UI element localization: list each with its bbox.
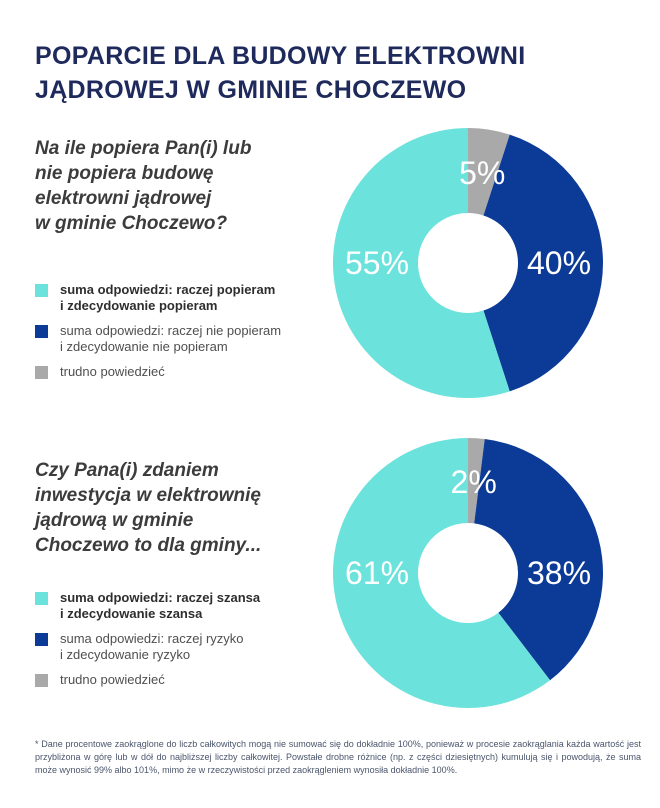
- swatch-gray: [35, 366, 48, 379]
- legend-label: trudno powiedzieć: [60, 364, 165, 379]
- swatch-turquoise: [35, 284, 48, 297]
- legend-label: suma odpowiedzi: raczej szansa i zdecydo…: [60, 590, 261, 621]
- question-1: Na ile popiera Pan(i) lub nie popiera bu…: [35, 138, 252, 234]
- donut-slice: [468, 128, 510, 216]
- legend-item-oppose: suma odpowiedzi: raczej nie popieram i z…: [35, 323, 325, 355]
- legend-item-risk: suma odpowiedzi: raczej ryzyko i zdecydo…: [35, 631, 325, 663]
- donut-chart-support: 55% 40% 5%: [333, 128, 603, 398]
- legend-item-support: suma odpowiedzi: raczej popieram i zdecy…: [35, 282, 325, 314]
- legend-item-dont-know: trudno powiedzieć: [35, 672, 325, 688]
- legend-label: suma odpowiedzi: raczej nie popieram i z…: [60, 323, 282, 354]
- donut-slice: [468, 438, 485, 524]
- swatch-navy: [35, 633, 48, 646]
- slice-percent-label: 5%: [459, 155, 505, 191]
- slice-percent-label: 61%: [345, 555, 409, 591]
- slice-percent-label: 55%: [345, 245, 409, 281]
- swatch-navy: [35, 325, 48, 338]
- swatch-gray: [35, 674, 48, 687]
- legend-label: suma odpowiedzi: raczej popieram i zdecy…: [60, 282, 276, 313]
- legend-item-dont-know: trudno powiedzieć: [35, 364, 325, 380]
- donut-slice: [474, 439, 603, 681]
- donut-slice: [333, 128, 510, 398]
- donut-slice: [332, 438, 551, 708]
- question-2: Czy Pana(i) zdaniem inwestycja w elektro…: [35, 460, 262, 556]
- footnote: * Dane procentowe zaokrąglone do liczb c…: [35, 739, 641, 775]
- slice-percent-label: 40%: [527, 245, 591, 281]
- page-title: POPARCIE DLA BUDOWY ELEKTROWNI JĄDROWEJ …: [35, 41, 526, 104]
- legend-1: suma odpowiedzi: raczej popieram i zdecy…: [35, 282, 325, 389]
- legend-item-chance: suma odpowiedzi: raczej szansa i zdecydo…: [35, 590, 325, 622]
- slice-percent-label: 38%: [527, 555, 591, 591]
- donut-chart-investment: 61% 38% 2%: [332, 438, 603, 708]
- swatch-turquoise: [35, 592, 48, 605]
- donut-slice: [483, 134, 603, 392]
- legend-label: trudno powiedzieć: [60, 672, 165, 687]
- legend-label: suma odpowiedzi: raczej ryzyko i zdecydo…: [60, 631, 244, 662]
- legend-2: suma odpowiedzi: raczej szansa i zdecydo…: [35, 590, 325, 697]
- slice-percent-label: 2%: [451, 464, 497, 500]
